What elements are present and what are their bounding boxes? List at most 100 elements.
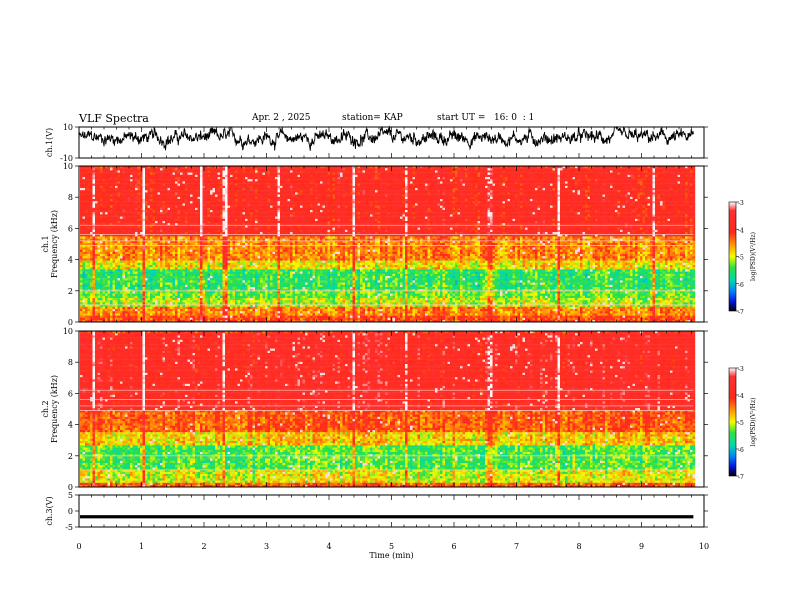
ch1-spec-cell <box>200 218 203 222</box>
ch1-spec-cell <box>117 267 121 270</box>
ch1-spec-cell <box>250 262 253 266</box>
ch1-spec-cell <box>147 291 151 294</box>
ch1-spec-cell <box>140 287 143 290</box>
ch1-spec-cell <box>225 291 228 294</box>
ch1-spec-cell <box>110 205 113 208</box>
ch1-spec-cell <box>132 265 136 268</box>
ch1-spec-cell <box>225 166 228 169</box>
ch1-spec-cell <box>190 278 193 281</box>
ch1-spec-cell <box>240 258 243 261</box>
ch1-spec-cell <box>110 293 113 296</box>
ch1-spec-cell <box>95 221 98 224</box>
ch1-spec-cell <box>90 174 93 178</box>
ch1-spec-cell <box>212 287 216 290</box>
ch1-spec-cell <box>152 194 156 197</box>
ch1-spec-cell <box>117 304 121 307</box>
ch1-spec-cell <box>197 234 201 237</box>
ch1-spec-cell <box>85 170 88 173</box>
ch1-spec-cell <box>155 309 158 312</box>
ch1-spec-cell <box>147 280 151 283</box>
ch1-spec-cell <box>195 320 198 323</box>
ch1-spec-cell <box>175 304 178 307</box>
ch1-spec-cell <box>125 300 128 303</box>
ch1-spec-cell <box>202 251 206 255</box>
ch1-spec-cell <box>155 205 158 208</box>
ch1-spec-cell <box>142 212 146 215</box>
ch1-spec-cell <box>235 315 238 318</box>
ch1-spec-cell <box>112 245 116 248</box>
ch1-spec-cell <box>210 210 213 213</box>
ch1-spec-cell <box>162 254 166 257</box>
ch1-spec-cell <box>167 306 171 310</box>
ch1-spec-cell <box>90 172 93 175</box>
ch1-spec-cell <box>212 273 216 277</box>
ch1-spec-cell <box>145 166 148 169</box>
ch1-spec-cell <box>182 284 186 288</box>
ch1-spec-cell <box>110 271 113 274</box>
ch1-spec-cell <box>155 300 158 303</box>
ch1-spec-cell <box>120 258 123 261</box>
ch1-spec-cell <box>220 273 223 277</box>
ch1-spec-cell <box>112 243 116 246</box>
ch1-spec-cell <box>237 166 241 169</box>
ch1-spec-cell <box>215 218 218 222</box>
ch1-spec-cell <box>215 254 218 257</box>
ch1-spec-cell <box>182 287 186 290</box>
ch1-spec-cell <box>220 243 223 246</box>
ch1-spec-cell <box>127 218 131 222</box>
ch1-spec-cell <box>142 269 146 272</box>
ch1-spec-cell <box>200 284 203 288</box>
ch1-spec-cell <box>92 309 96 312</box>
ch1-spec-cell <box>97 293 101 296</box>
ch1-spec-cell <box>222 174 226 178</box>
ch1-spec-cell <box>157 192 161 195</box>
ch1-spec-cell <box>235 185 238 189</box>
ch1-spec-cell <box>172 304 176 307</box>
ch1-spec-cell <box>195 194 198 197</box>
ch1-spec-cell <box>110 199 113 202</box>
ch1-spec-cell <box>105 254 108 257</box>
ch1-spec-cell <box>105 229 108 233</box>
ch1-spec-cell <box>172 240 176 244</box>
ch1-spec-cell <box>247 172 251 175</box>
ch1-spec-cell <box>97 313 101 316</box>
ch1-spec-cell <box>182 185 186 189</box>
ch1-spec-cell <box>187 234 191 237</box>
ch1-spec-cell <box>157 262 161 266</box>
ch1-spec-cell <box>87 170 91 173</box>
ch1-spec-cell <box>137 293 141 296</box>
ch1-spec-cell <box>227 223 231 226</box>
ch1-spec-cell <box>157 188 161 191</box>
ch1-spec-cell <box>150 225 153 228</box>
ch1-spec-cell <box>195 168 198 171</box>
ch1-spec-cell <box>155 304 158 307</box>
ch1-spec-cell <box>167 245 171 248</box>
ch1-spec-cell <box>97 254 101 257</box>
ch1-spec-cell <box>157 190 161 193</box>
ch1-spec-cell <box>127 170 131 173</box>
ch1-spec-cell <box>167 205 171 208</box>
ch1-spec-cell <box>90 236 93 239</box>
ch1-spec-cell <box>220 295 223 299</box>
ch1-spec-cell <box>95 295 98 299</box>
ch1-spec-cell <box>137 291 141 294</box>
ch1-spec-cell <box>217 199 221 202</box>
ch1-spec-cell <box>95 207 98 211</box>
ch1-spec-cell <box>120 225 123 228</box>
ch1-spec-cell <box>205 249 208 252</box>
ch1-spec-cell <box>197 258 201 261</box>
ch1-spec-cell <box>230 280 233 283</box>
ch1-spec-cell <box>237 214 241 217</box>
ch1-spec-cell <box>97 218 101 222</box>
ch1-spec-cell <box>102 210 106 213</box>
ch1-spec-cell <box>85 287 88 290</box>
ch1-spec-cell <box>135 278 138 281</box>
ch1-spec-cell <box>222 309 226 312</box>
ch1-spec-cell <box>235 243 238 246</box>
ch1-spec-cell <box>232 267 236 270</box>
ch1-spec-cell <box>147 304 151 307</box>
ch1-spec-cell <box>142 181 146 184</box>
ch1-spec-cell <box>140 306 143 310</box>
ch1-spec-cell <box>190 185 193 189</box>
ch1-spec-cell <box>187 166 191 169</box>
